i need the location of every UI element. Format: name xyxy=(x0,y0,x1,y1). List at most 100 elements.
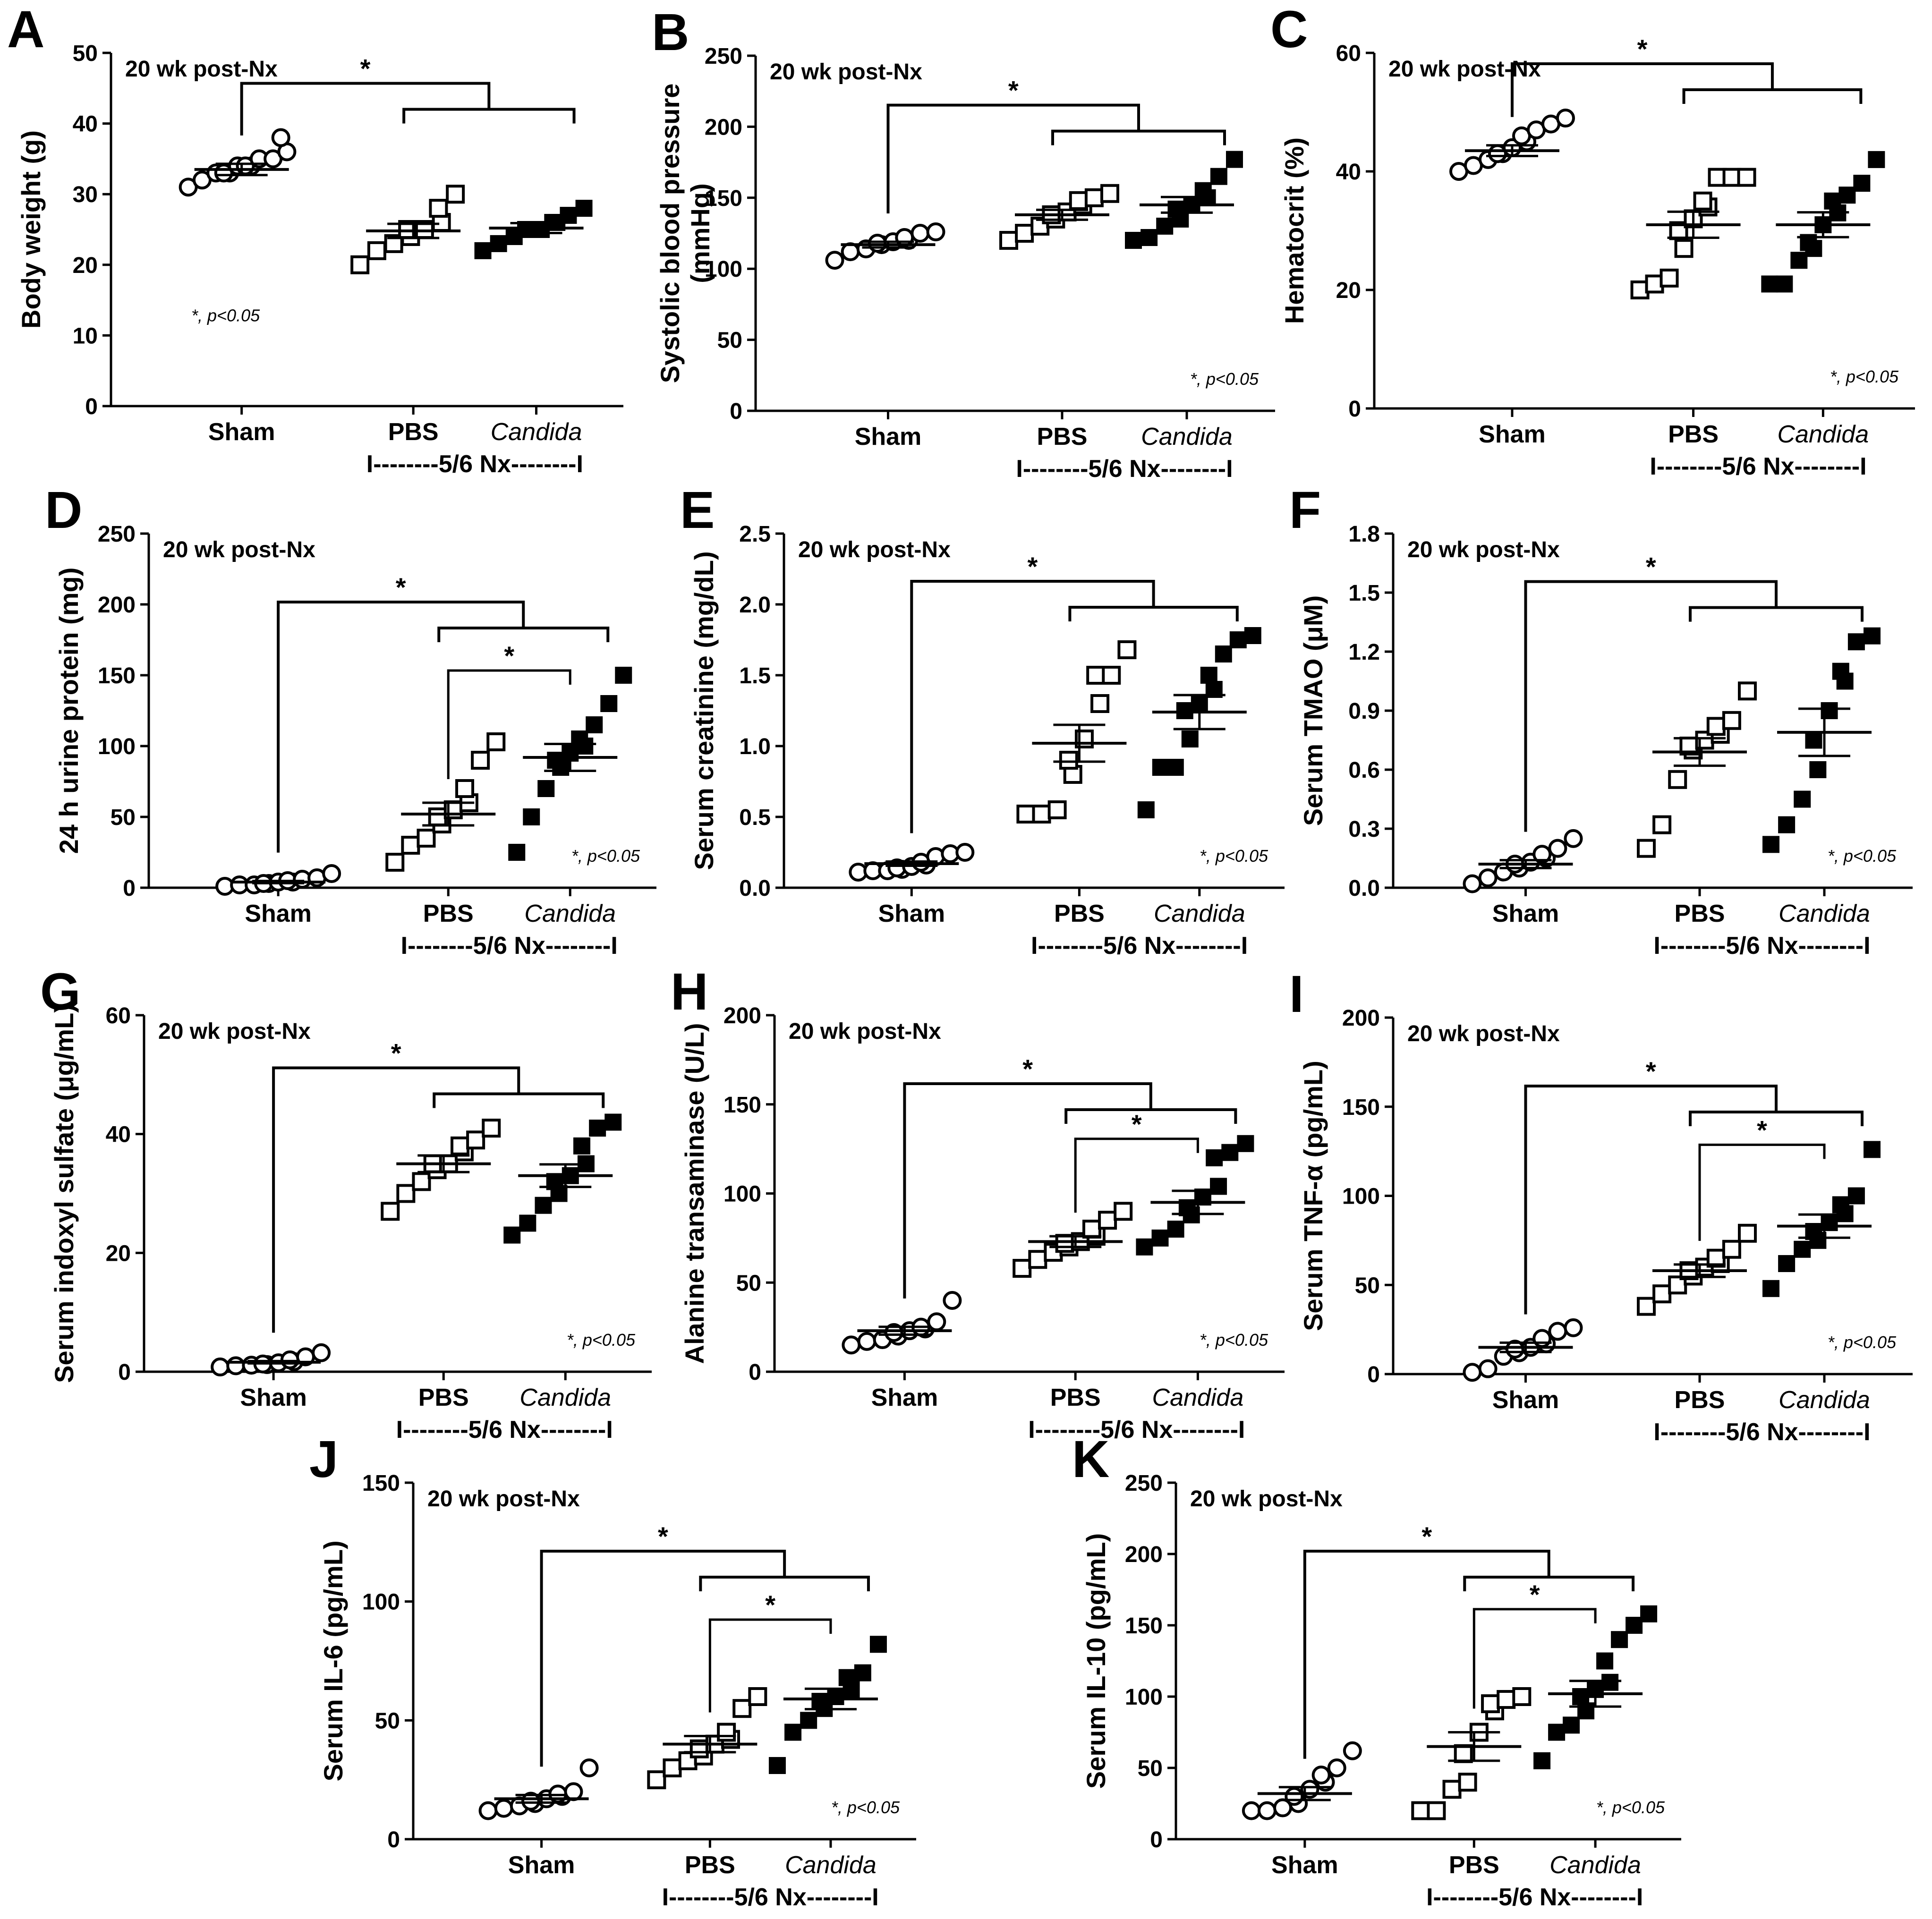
group-label-5-6-nx: I--------5/6 Nx--------I xyxy=(396,1416,613,1443)
data-point-candida xyxy=(1548,1724,1566,1741)
data-point-candida xyxy=(1596,1652,1614,1670)
significance-note: *, p<0.05 xyxy=(191,306,260,325)
x-tick-label-candida: Candida xyxy=(519,1384,611,1411)
data-point-candida xyxy=(560,207,577,224)
data-point-sham xyxy=(579,1758,599,1777)
data-point-pbs xyxy=(717,1723,736,1742)
significance-note: *, p<0.05 xyxy=(571,846,640,866)
x-tick-label-pbs: PBS xyxy=(1037,423,1088,450)
data-point-pbs xyxy=(1090,694,1110,713)
data-point-pbs xyxy=(663,1758,682,1777)
significance-note: *, p<0.05 xyxy=(1200,846,1268,866)
x-tick-label-candida: Candida xyxy=(1777,421,1869,448)
data-point-sham xyxy=(943,1291,962,1310)
data-point-pbs xyxy=(1086,666,1106,685)
panel-k: K 0 50 100 150 200 250 Serum IL-10 (pg/mL) Sham P… xyxy=(1072,1430,1681,1911)
data-point-candida xyxy=(1601,1673,1619,1691)
bracket-nx-group xyxy=(1068,606,1239,621)
panel-h: H 0 50 100 150 200 Alanine transaminase (U/L) S… xyxy=(671,963,1285,1443)
data-point-pbs xyxy=(428,807,447,826)
bracket-sham-vs-nx xyxy=(1303,1550,1550,1759)
data-point-sham xyxy=(1532,845,1552,864)
x-tick-label-pbs: PBS xyxy=(423,900,474,927)
data-point-pbs xyxy=(381,1202,400,1221)
y-axis-label: Hematocrit (%) xyxy=(1279,137,1309,324)
data-point-pbs xyxy=(1028,1250,1047,1269)
data-point-sham xyxy=(842,1335,861,1355)
group-label-5-6-nx: I--------5/6 Nx--------I xyxy=(1028,1416,1245,1443)
data-point-sham xyxy=(1463,874,1482,893)
data-point-pbs xyxy=(999,231,1018,250)
y-tick-label: 0 xyxy=(118,1360,131,1385)
y-tick-label: 1.8 xyxy=(1348,522,1380,547)
bracket-nx-group xyxy=(699,1576,870,1591)
panel-header: 20 wk post-Nx xyxy=(770,59,922,85)
data-point-pbs xyxy=(1084,188,1104,207)
y-tick-label: 20 xyxy=(73,253,98,278)
x-tick-label-sham: Sham xyxy=(871,1384,938,1411)
data-point-candida xyxy=(1778,816,1796,833)
bracket-nx-group xyxy=(1689,1111,1864,1126)
panel-a: A 0 10 20 30 40 50 Body weight (g) Sham PBS Candid… xyxy=(7,0,623,478)
data-point-candida xyxy=(1226,151,1243,168)
data-point-pbs xyxy=(1674,239,1694,258)
data-point-candida xyxy=(1832,662,1849,680)
panel-header: 20 wk post-Nx xyxy=(427,1486,580,1511)
y-tick-label: 0.6 xyxy=(1348,758,1380,783)
y-tick-label: 150 xyxy=(1342,1095,1380,1120)
x-tick-label-pbs: PBS xyxy=(1675,900,1725,927)
significance-note: *, p<0.05 xyxy=(1200,1330,1268,1350)
data-point-candida xyxy=(1776,275,1793,293)
y-tick-label: 200 xyxy=(1125,1542,1163,1567)
data-point-pbs xyxy=(1738,1223,1757,1243)
bracket-sham-vs-nx xyxy=(240,82,491,136)
data-point-candida xyxy=(474,242,492,259)
panel-header: 20 wk post-Nx xyxy=(1407,537,1560,562)
data-point-candida xyxy=(1181,730,1199,747)
data-point-candida xyxy=(1221,1144,1239,1161)
y-tick-label: 100 xyxy=(1342,1184,1380,1209)
data-point-candida xyxy=(1809,761,1827,778)
bracket-sham-vs-nx xyxy=(540,1550,786,1767)
data-point-candida xyxy=(1229,631,1247,648)
x-tick-label-candida: Candida xyxy=(491,418,582,446)
data-point-candida xyxy=(1563,1716,1580,1734)
x-tick-label-sham: Sham xyxy=(1492,900,1559,927)
panel-letter: G xyxy=(40,963,81,1021)
y-axis-label: Serum IL-10 (pg/mL) xyxy=(1081,1533,1111,1789)
group-label-5-6-nx: I--------5/6 Nx--------I xyxy=(1426,1884,1643,1911)
data-point-candida xyxy=(1136,1238,1153,1256)
data-point-candida xyxy=(1166,759,1184,776)
bracket-sham-vs-nx xyxy=(1524,1085,1778,1315)
significance-star: * xyxy=(765,1590,775,1620)
data-point-candida xyxy=(1215,645,1232,662)
x-tick-label-sham: Sham xyxy=(240,1384,307,1411)
data-point-candida xyxy=(600,695,618,712)
significance-star: * xyxy=(1022,1054,1033,1084)
y-tick-label: 0 xyxy=(1367,1362,1380,1387)
bracket-nx-group xyxy=(1064,1108,1237,1124)
x-tick-label-sham: Sham xyxy=(1271,1851,1338,1879)
x-tick-label-sham: Sham xyxy=(1479,421,1546,448)
y-tick-label: 50 xyxy=(375,1708,400,1733)
data-point-pbs xyxy=(732,1699,752,1718)
data-point-sham xyxy=(955,843,975,862)
data-point-pbs xyxy=(1693,191,1712,211)
x-tick-label-sham: Sham xyxy=(878,900,945,927)
significance-note: *, p<0.05 xyxy=(831,1798,900,1817)
x-tick-label-pbs: PBS xyxy=(418,1384,469,1411)
data-point-candida xyxy=(869,1636,887,1653)
group-label-5-6-nx: I--------5/6 Nx--------I xyxy=(1031,932,1248,960)
significance-star: * xyxy=(1028,552,1038,581)
data-point-pbs xyxy=(1117,640,1137,659)
bracket-nx-group xyxy=(1463,1576,1635,1591)
data-point-sham xyxy=(280,1350,299,1369)
panel-letter: D xyxy=(45,481,82,539)
bracket-sham-vs-nx xyxy=(1510,62,1774,117)
x-tick-label-pbs: PBS xyxy=(388,418,439,446)
y-axis-label: (mmHg) xyxy=(685,183,715,283)
group-label-5-6-nx: I--------5/6 Nx--------I xyxy=(1653,932,1870,960)
bracket-pbs-vs-candida xyxy=(1472,1608,1597,1709)
data-point-candida xyxy=(547,752,564,769)
